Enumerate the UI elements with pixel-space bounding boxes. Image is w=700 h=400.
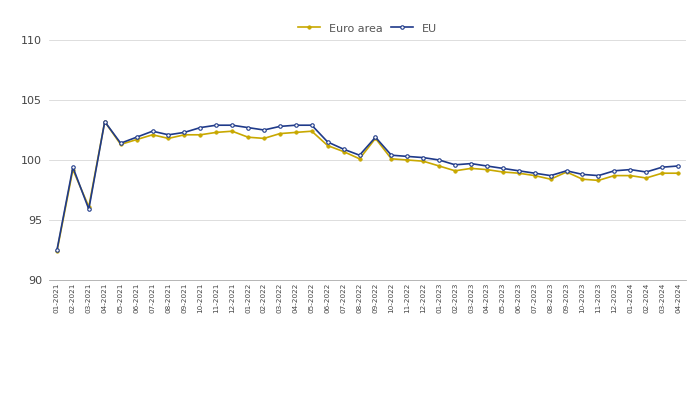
EU: [196, 125, 204, 130]
EU: [498, 166, 507, 171]
Euro area: [180, 132, 188, 137]
EU: [116, 141, 125, 146]
Euro area: [419, 159, 428, 164]
Euro area: [132, 137, 141, 142]
Euro area: [531, 173, 539, 178]
Euro area: [164, 136, 173, 141]
EU: [340, 147, 348, 152]
EU: [435, 158, 443, 162]
EU: [164, 132, 173, 137]
EU: [483, 164, 491, 168]
Euro area: [85, 204, 93, 209]
Euro area: [435, 164, 443, 168]
Euro area: [562, 170, 570, 174]
EU: [658, 165, 666, 170]
EU: [626, 167, 634, 172]
Euro area: [371, 136, 379, 141]
EU: [212, 123, 220, 128]
EU: [531, 171, 539, 176]
Euro area: [498, 170, 507, 174]
EU: [578, 172, 587, 177]
EU: [594, 173, 603, 178]
Euro area: [594, 178, 603, 183]
Euro area: [578, 177, 587, 182]
EU: [101, 119, 109, 124]
EU: [562, 168, 570, 173]
Euro area: [101, 119, 109, 124]
EU: [307, 123, 316, 128]
Euro area: [642, 176, 650, 180]
Line: Euro area: Euro area: [55, 120, 680, 253]
Euro area: [451, 168, 459, 173]
EU: [356, 153, 364, 158]
EU: [292, 123, 300, 128]
Euro area: [212, 130, 220, 135]
Euro area: [228, 129, 237, 134]
Euro area: [674, 171, 682, 176]
Euro area: [626, 173, 634, 178]
Euro area: [514, 171, 523, 176]
Euro area: [547, 177, 555, 182]
Euro area: [244, 135, 252, 140]
Euro area: [483, 167, 491, 172]
EU: [371, 135, 379, 140]
EU: [610, 168, 619, 173]
EU: [244, 125, 252, 130]
EU: [403, 154, 412, 159]
Euro area: [610, 173, 619, 178]
EU: [323, 140, 332, 144]
EU: [69, 165, 77, 170]
EU: [451, 162, 459, 167]
Euro area: [196, 132, 204, 137]
Euro area: [276, 131, 284, 136]
Euro area: [323, 143, 332, 148]
Euro area: [52, 249, 61, 254]
Euro area: [69, 167, 77, 172]
EU: [52, 248, 61, 252]
Euro area: [292, 130, 300, 135]
EU: [547, 173, 555, 178]
EU: [419, 155, 428, 160]
Euro area: [356, 156, 364, 161]
Euro area: [340, 149, 348, 154]
Euro area: [116, 142, 125, 147]
Euro area: [307, 129, 316, 134]
EU: [180, 130, 188, 135]
EU: [387, 153, 395, 158]
Euro area: [403, 158, 412, 162]
Legend: Euro area, EU: Euro area, EU: [293, 18, 442, 38]
Euro area: [260, 136, 268, 141]
Euro area: [467, 166, 475, 171]
EU: [642, 170, 650, 174]
EU: [132, 135, 141, 140]
Line: EU: EU: [55, 120, 680, 252]
EU: [276, 124, 284, 129]
EU: [148, 129, 157, 134]
EU: [85, 207, 93, 212]
Euro area: [148, 132, 157, 137]
EU: [260, 128, 268, 132]
Euro area: [658, 171, 666, 176]
EU: [674, 164, 682, 168]
Euro area: [387, 156, 395, 161]
EU: [467, 161, 475, 166]
EU: [228, 123, 237, 128]
EU: [514, 168, 523, 173]
